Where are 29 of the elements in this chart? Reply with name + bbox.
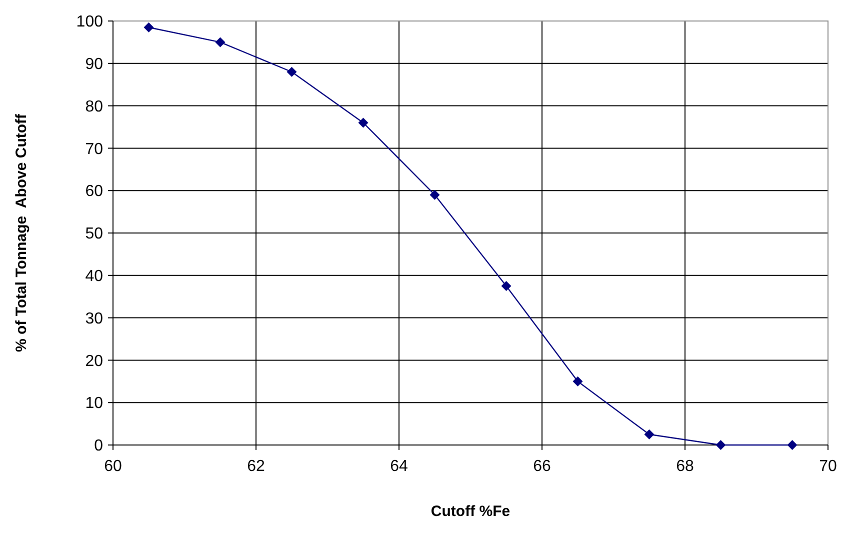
point [286,66,297,77]
y-tick-label: 50 [85,226,104,243]
y-tick-label: 10 [85,395,104,412]
point [358,118,368,128]
y-tick-label: 70 [85,140,104,158]
y-tick-label: 90 [85,56,104,73]
point [572,376,583,386]
point [644,429,654,440]
y-tick-label: 30 [85,310,104,328]
y-tick-label: 20 [85,352,104,370]
x-tick-label: 62 [247,458,265,475]
y-tick-label: 60 [85,183,104,200]
y-axis-title: % of Total Tonnage Above Cutoff [13,112,30,352]
x-tick-label: 60 [104,458,122,475]
point [787,440,798,450]
point [430,190,440,200]
x-axis-title: Cutoff %Fe [430,503,510,520]
y-tick-label: 40 [85,268,104,285]
x-tick-label: 68 [676,458,694,475]
x-tick-label: 64 [390,458,408,475]
point [716,440,726,450]
point [215,37,226,48]
y-tick-label: 80 [85,98,104,116]
point [144,22,154,32]
point [501,281,512,291]
y-tick-label: 0 [94,438,104,455]
y-tick-label: 100 [76,14,104,31]
x-tick-label: 70 [819,458,837,475]
x-tick-label: 66 [533,458,551,475]
